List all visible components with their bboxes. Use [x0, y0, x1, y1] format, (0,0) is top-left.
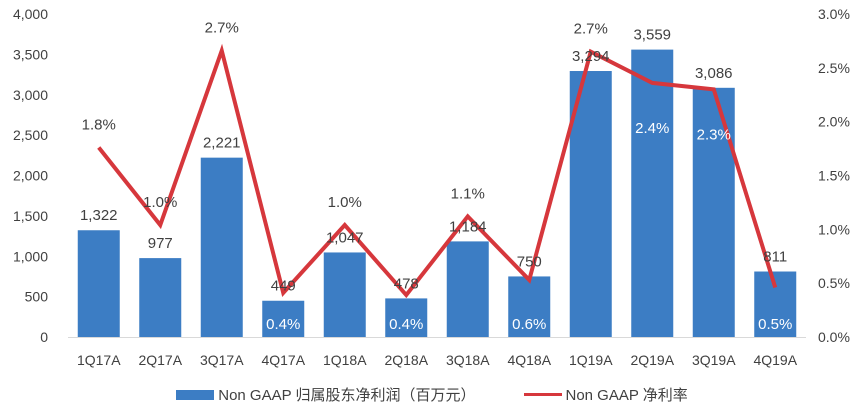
- legend: Non GAAP 归属股东净利润（百万元） Non GAAP 净利率: [0, 384, 864, 405]
- line-value-label: 0.4%: [266, 316, 300, 333]
- x-tick-label: 4Q17A: [261, 352, 305, 368]
- bar-value-label: 449: [271, 278, 296, 295]
- x-tick-label: 1Q19A: [569, 352, 613, 368]
- bar-value-label: 2,221: [203, 135, 241, 152]
- x-tick-label: 2Q17A: [138, 352, 182, 368]
- right-tick-label: 1.0%: [818, 221, 850, 237]
- line-value-label: 2.7%: [574, 21, 608, 38]
- bar: [692, 87, 735, 337]
- legend-item-line[interactable]: Non GAAP 净利率: [523, 384, 688, 405]
- bar-value-label: 1,184: [449, 218, 487, 235]
- left-tick-label: 3,000: [13, 87, 48, 103]
- bar-value-label: 3,086: [695, 65, 733, 82]
- bar: [385, 298, 428, 337]
- bar-value-label: 478: [394, 275, 419, 292]
- bar-value-label: 811: [763, 249, 787, 266]
- bar: [631, 49, 674, 337]
- x-tick-label: 3Q17A: [200, 352, 244, 368]
- right-tick-label: 0.5%: [818, 275, 850, 291]
- line-value-label: 0.6%: [512, 316, 546, 333]
- bar: [508, 276, 551, 337]
- bar: [139, 258, 182, 337]
- right-tick-label: 2.5%: [818, 60, 850, 76]
- bar-value-label: 3,559: [633, 27, 671, 44]
- bar-value-label: 3,294: [572, 48, 610, 65]
- bar: [77, 230, 120, 337]
- line-value-label: 2.3%: [697, 126, 731, 143]
- bar-value-label: 1,322: [80, 207, 118, 224]
- line-value-label: 1.0%: [143, 194, 177, 211]
- bar: [262, 300, 305, 337]
- right-tick-label: 0.0%: [818, 329, 850, 345]
- bar-value-label: 750: [517, 253, 542, 270]
- legend-label-line: Non GAAP 净利率: [565, 387, 688, 404]
- line-value-label: 1.8%: [82, 117, 116, 134]
- legend-swatch-line: [523, 393, 562, 396]
- right-tick-label: 3.0%: [818, 6, 850, 22]
- left-tick-label: 2,500: [13, 127, 48, 143]
- chart: 0 500 1,000 1,500 2,000 2,500 3,000 3,500 4,000 0…: [13, 6, 850, 368]
- legend-swatch-bar: [176, 389, 215, 400]
- left-tick-label: 500: [25, 289, 49, 305]
- legend-label-bar: Non GAAP 归属股东净利润（百万元）: [218, 387, 476, 404]
- bar-value-label: 977: [148, 235, 173, 252]
- line-value-label: 2.7%: [205, 20, 239, 37]
- bar: [569, 71, 612, 338]
- x-tick-label: 4Q19A: [753, 352, 797, 368]
- line-value-label: 0.5%: [758, 316, 792, 333]
- bar: [323, 252, 366, 337]
- x-tick-label: 2Q18A: [384, 352, 428, 368]
- net-margin-line: [97, 43, 778, 299]
- x-tick-label: 1Q18A: [323, 352, 367, 368]
- x-tick-label: 4Q18A: [507, 352, 551, 368]
- right-tick-label: 1.5%: [818, 168, 850, 184]
- left-tick-label: 1,500: [13, 208, 48, 224]
- left-tick-label: 0: [40, 329, 48, 345]
- bar: [446, 241, 489, 337]
- x-tick-label: 3Q19A: [692, 352, 736, 368]
- line-value-label: 1.0%: [328, 194, 362, 211]
- x-tick-label: 2Q19A: [630, 352, 674, 368]
- left-tick-label: 1,000: [13, 248, 48, 264]
- left-tick-label: 3,500: [13, 46, 48, 62]
- x-tick-label: 1Q17A: [77, 352, 121, 368]
- line-value-label: 1.1%: [451, 185, 485, 202]
- legend-item-bar[interactable]: Non GAAP 归属股东净利润（百万元）: [176, 384, 476, 405]
- bar: [200, 157, 243, 337]
- left-tick-label: 4,000: [13, 6, 48, 22]
- bar-value-label: 1,047: [326, 229, 364, 246]
- x-tick-label: 3Q18A: [446, 352, 490, 368]
- line-value-label: 2.4%: [635, 120, 669, 137]
- line-value-label: 0.4%: [389, 316, 423, 333]
- left-tick-label: 2,000: [13, 168, 48, 184]
- right-tick-label: 2.0%: [818, 114, 850, 130]
